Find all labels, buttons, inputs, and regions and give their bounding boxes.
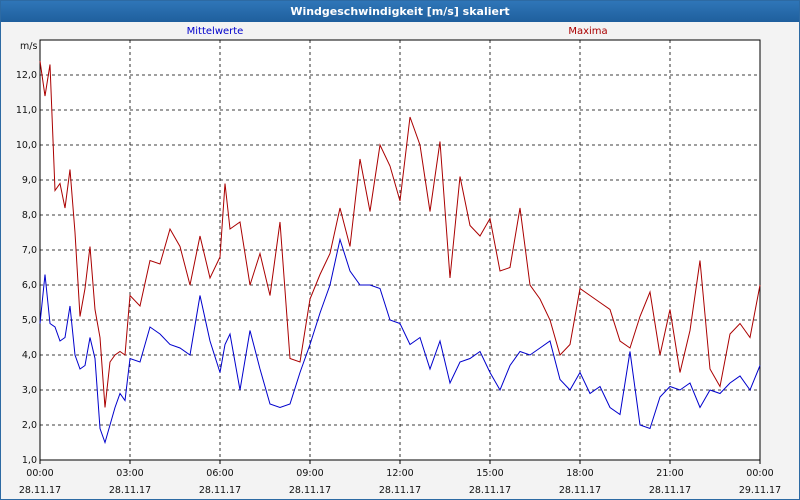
x-tick-time: 09:00 (296, 468, 323, 479)
x-tick-date: 28.11.17 (19, 485, 61, 496)
legend-maxima: Maxima (568, 26, 607, 37)
x-tick-time: 21:00 (656, 468, 683, 479)
x-tick-labels: 00:00 28.11.17 03:00 28.11.17 06:00 28.11.17 0… (19, 460, 781, 496)
y-tick-label: 8,0 (22, 210, 37, 221)
legend-mittelwerte: Mittelwerte (187, 26, 244, 37)
y-tick-labels: 1,0 2,0 3,0 4,0 5,0 6,0 7,0 8,0 9,0 10,0 11,0 12,0 (16, 70, 37, 466)
x-tick-time: 18:00 (566, 468, 593, 479)
y-tick-label: 7,0 (22, 245, 37, 256)
x-tick-time: 06:00 (206, 468, 233, 479)
y-tick-label: 1,0 (22, 455, 37, 466)
x-tick-date: 28.11.17 (199, 485, 241, 496)
series-lines (39, 60, 761, 445)
x-tick-time: 00:00 (746, 468, 773, 479)
y-tick-label: 11,0 (16, 105, 37, 116)
x-tick-time: 15:00 (476, 468, 503, 479)
y-tick-label: 3,0 (22, 385, 37, 396)
x-tick-date: 29.11.17 (739, 485, 781, 496)
x-tick-time: 00:00 (26, 468, 53, 479)
x-tick-date: 28.11.17 (649, 485, 691, 496)
y-tick-label: 9,0 (22, 175, 37, 186)
x-tick-time: 12:00 (386, 468, 413, 479)
x-tick-date: 28.11.17 (469, 485, 511, 496)
x-tick-time: 03:00 (116, 468, 143, 479)
y-tick-label: 10,0 (16, 140, 37, 151)
x-tick-date: 28.11.17 (379, 485, 421, 496)
x-tick-date: 28.11.17 (559, 485, 601, 496)
window-title: Windgeschwindigkeit [m/s] skaliert (1, 1, 799, 22)
y-axis-unit: m/s (20, 41, 37, 52)
x-tick-date: 28.11.17 (109, 485, 151, 496)
y-tick-label: 6,0 (22, 280, 37, 291)
series-line-maxima (39, 60, 761, 408)
y-tick-label: 4,0 (22, 350, 37, 361)
y-tick-label: 12,0 (16, 70, 37, 81)
y-tick-label: 2,0 (22, 420, 37, 431)
y-tick-label: 5,0 (22, 315, 37, 326)
x-tick-date: 28.11.17 (289, 485, 331, 496)
series-line-mittelwerte (39, 237, 761, 445)
